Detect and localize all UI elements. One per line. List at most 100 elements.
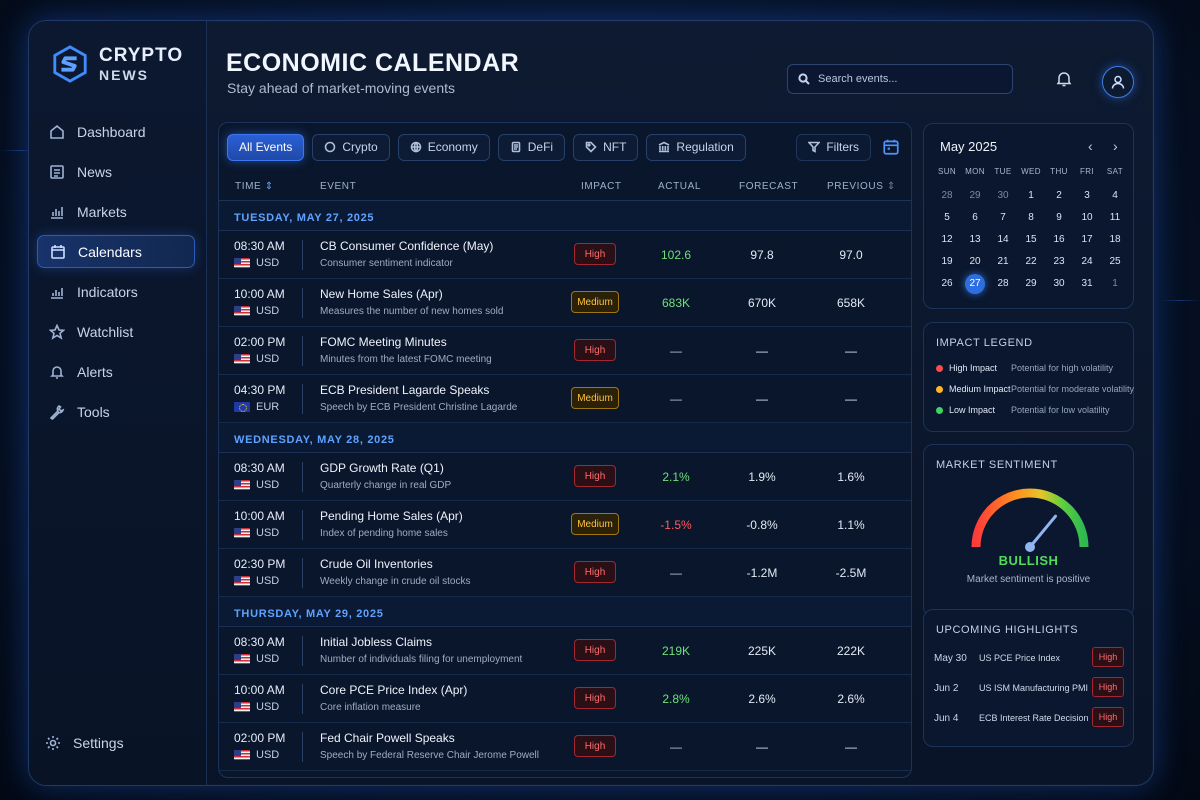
calendar-day[interactable]: 1 xyxy=(1112,278,1118,289)
mini-calendar: May 2025 ‹ › SUN MON TUE WED THU FRI SAT 28 29 30… xyxy=(923,123,1134,309)
calendar-day[interactable]: 31 xyxy=(1081,278,1093,289)
col-event: EVENT xyxy=(320,181,357,192)
upcoming-item[interactable]: May 30 US PCE Price Index High xyxy=(934,646,1124,670)
filter-chip-regulation[interactable]: Regulation xyxy=(646,133,746,161)
calendar-day[interactable]: 19 xyxy=(941,256,953,267)
calendar-day[interactable]: 11 xyxy=(1109,212,1121,223)
search-input[interactable]: Search events... xyxy=(787,64,1013,94)
forecast-value: — xyxy=(756,740,768,754)
calendar-day[interactable]: 29 xyxy=(969,190,981,201)
col-time[interactable]: TIME ⇕ xyxy=(235,181,274,192)
event-name: Initial Jobless Claims xyxy=(320,635,433,649)
table-row[interactable]: 08:30 AM USD GDP Growth Rate (Q1) Quarterly… xyxy=(219,453,911,501)
sidebar-item-markets[interactable]: Markets xyxy=(37,195,195,228)
us-flag-icon xyxy=(234,306,250,316)
table-row[interactable]: 04:30 PM EUR ECB President Lagarde Speaks S… xyxy=(219,375,911,423)
filter-chip-defi[interactable]: DeFi xyxy=(497,133,566,161)
upcoming-item[interactable]: Jun 2 US ISM Manufacturing PMI High xyxy=(934,676,1124,700)
table-row[interactable]: 10:00 AM USD Core PCE Price Index (Apr) Cor… xyxy=(219,675,911,723)
calendar-day[interactable]: 21 xyxy=(997,256,1009,267)
calendar-day[interactable]: 30 xyxy=(1053,278,1065,289)
filter-chip-crypto[interactable]: Crypto xyxy=(312,133,390,161)
table-row[interactable]: 02:30 PM USD Crude Oil Inventories Weekly c… xyxy=(219,549,911,597)
calendar-day[interactable]: 29 xyxy=(1025,278,1037,289)
us-flag-icon xyxy=(234,354,250,364)
impact-badge: High xyxy=(574,639,616,661)
calendar-day[interactable]: 10 xyxy=(1081,212,1093,223)
sidebar-item-indicators[interactable]: Indicators xyxy=(37,275,195,308)
calendar-day[interactable]: 12 xyxy=(941,234,953,245)
calendar-day[interactable]: 17 xyxy=(1081,234,1093,245)
calendar-day-today[interactable]: 27 xyxy=(965,274,985,294)
filter-chip-nft[interactable]: NFT xyxy=(573,133,639,161)
event-name: Crude Oil Inventories xyxy=(320,557,433,571)
calendar-day[interactable]: 23 xyxy=(1053,256,1065,267)
table-row[interactable]: 02:00 PM USD FOMC Meeting Minutes Minutes f… xyxy=(219,327,911,375)
calendar-day[interactable]: 13 xyxy=(969,234,981,245)
upcoming-item[interactable]: Jun 4 ECB Interest Rate Decision High xyxy=(934,706,1124,730)
calendar-day[interactable]: 28 xyxy=(997,278,1009,289)
calendar-day[interactable]: 7 xyxy=(1000,212,1006,223)
event-name: New Home Sales (Apr) xyxy=(320,287,443,301)
next-month-icon[interactable]: › xyxy=(1113,138,1118,154)
calendar-day[interactable]: 24 xyxy=(1081,256,1093,267)
currency-code: USD xyxy=(256,575,280,587)
table-row[interactable]: 10:00 AM USD New Home Sales (Apr) Measures … xyxy=(219,279,911,327)
sidebar-item-news[interactable]: News xyxy=(37,155,195,188)
calendar-day[interactable]: 5 xyxy=(944,212,950,223)
upcoming-highlights: UPCOMING HIGHLIGHTS May 30 US PCE Price I… xyxy=(923,609,1134,747)
logo[interactable]: CRYPTO NEWS xyxy=(51,45,183,83)
actual-value: 683K xyxy=(661,296,691,310)
sidebar-item-settings[interactable]: Settings xyxy=(45,735,124,751)
calendar-day[interactable]: 4 xyxy=(1112,190,1118,201)
day-header: TUESDAY, MAY 27, 2025 xyxy=(219,201,911,231)
sidebar-item-watchlist[interactable]: Watchlist xyxy=(37,315,195,348)
user-avatar[interactable] xyxy=(1102,66,1134,98)
sidebar-item-label: Indicators xyxy=(77,283,138,300)
filter-chip-all-events[interactable]: All Events xyxy=(227,133,305,161)
calendar-day[interactable]: 15 xyxy=(1025,234,1037,245)
col-actual: ACTUAL xyxy=(658,181,702,192)
calendar-day[interactable]: 8 xyxy=(1028,212,1034,223)
event-time: 02:00 PM xyxy=(234,731,286,745)
calendar-day[interactable]: 30 xyxy=(997,190,1009,201)
calendar-day[interactable]: 20 xyxy=(969,256,981,267)
upcoming-title: UPCOMING HIGHLIGHTS xyxy=(936,624,1079,636)
event-time: 10:00 AM xyxy=(234,509,285,523)
sidebar-item-alerts[interactable]: Alerts xyxy=(37,355,195,388)
calendar-day[interactable]: 3 xyxy=(1084,190,1090,201)
calendar-day[interactable]: 6 xyxy=(972,212,978,223)
table-row[interactable]: 08:30 AM USD CB Consumer Confidence (May) C… xyxy=(219,231,911,279)
chip-label: Crypto xyxy=(342,140,378,154)
calendar-day[interactable]: 25 xyxy=(1109,256,1121,267)
filters-button[interactable]: Filters xyxy=(796,133,871,161)
sidebar-item-dashboard[interactable]: Dashboard xyxy=(37,115,195,148)
calendar-day[interactable]: 16 xyxy=(1053,234,1065,245)
upcoming-name: ECB Interest Rate Decision xyxy=(979,713,1089,723)
calendar-day[interactable]: 22 xyxy=(1025,256,1037,267)
prev-month-icon[interactable]: ‹ xyxy=(1088,138,1093,154)
newspaper-icon xyxy=(50,164,64,179)
logo-icon xyxy=(53,45,87,83)
calendar-day[interactable]: 1 xyxy=(1028,190,1034,201)
sidebar-item-tools[interactable]: Tools xyxy=(37,395,195,428)
star-icon xyxy=(49,323,65,340)
event-description: Speech by Federal Reserve Chair Jerome P… xyxy=(320,750,539,761)
col-previous[interactable]: PREVIOUS ⇕ xyxy=(827,181,896,192)
table-row[interactable]: 10:00 AM USD Pending Home Sales (Apr) Index… xyxy=(219,501,911,549)
calendar-day[interactable]: 28 xyxy=(941,190,953,201)
notifications-bell-icon[interactable] xyxy=(1055,70,1073,88)
calendar-day[interactable]: 2 xyxy=(1056,190,1062,201)
calendar-view-button[interactable] xyxy=(879,135,903,159)
calendar-day[interactable]: 26 xyxy=(941,278,953,289)
calendar-day[interactable]: 14 xyxy=(997,234,1009,245)
calendar-day[interactable]: 18 xyxy=(1109,234,1121,245)
calendar-day[interactable]: 9 xyxy=(1056,212,1062,223)
table-row[interactable]: 02:00 PM USD Fed Chair Powell Speaks Speech… xyxy=(219,723,911,771)
tag-icon xyxy=(585,141,597,153)
page-title: ECONOMIC CALENDAR xyxy=(226,49,520,77)
table-row[interactable]: 08:30 AM USD Initial Jobless Claims Number … xyxy=(219,627,911,675)
filter-chip-economy[interactable]: Economy xyxy=(397,133,490,161)
upcoming-date: Jun 2 xyxy=(934,683,959,694)
sidebar-item-calendars[interactable]: Calendars xyxy=(37,235,195,268)
